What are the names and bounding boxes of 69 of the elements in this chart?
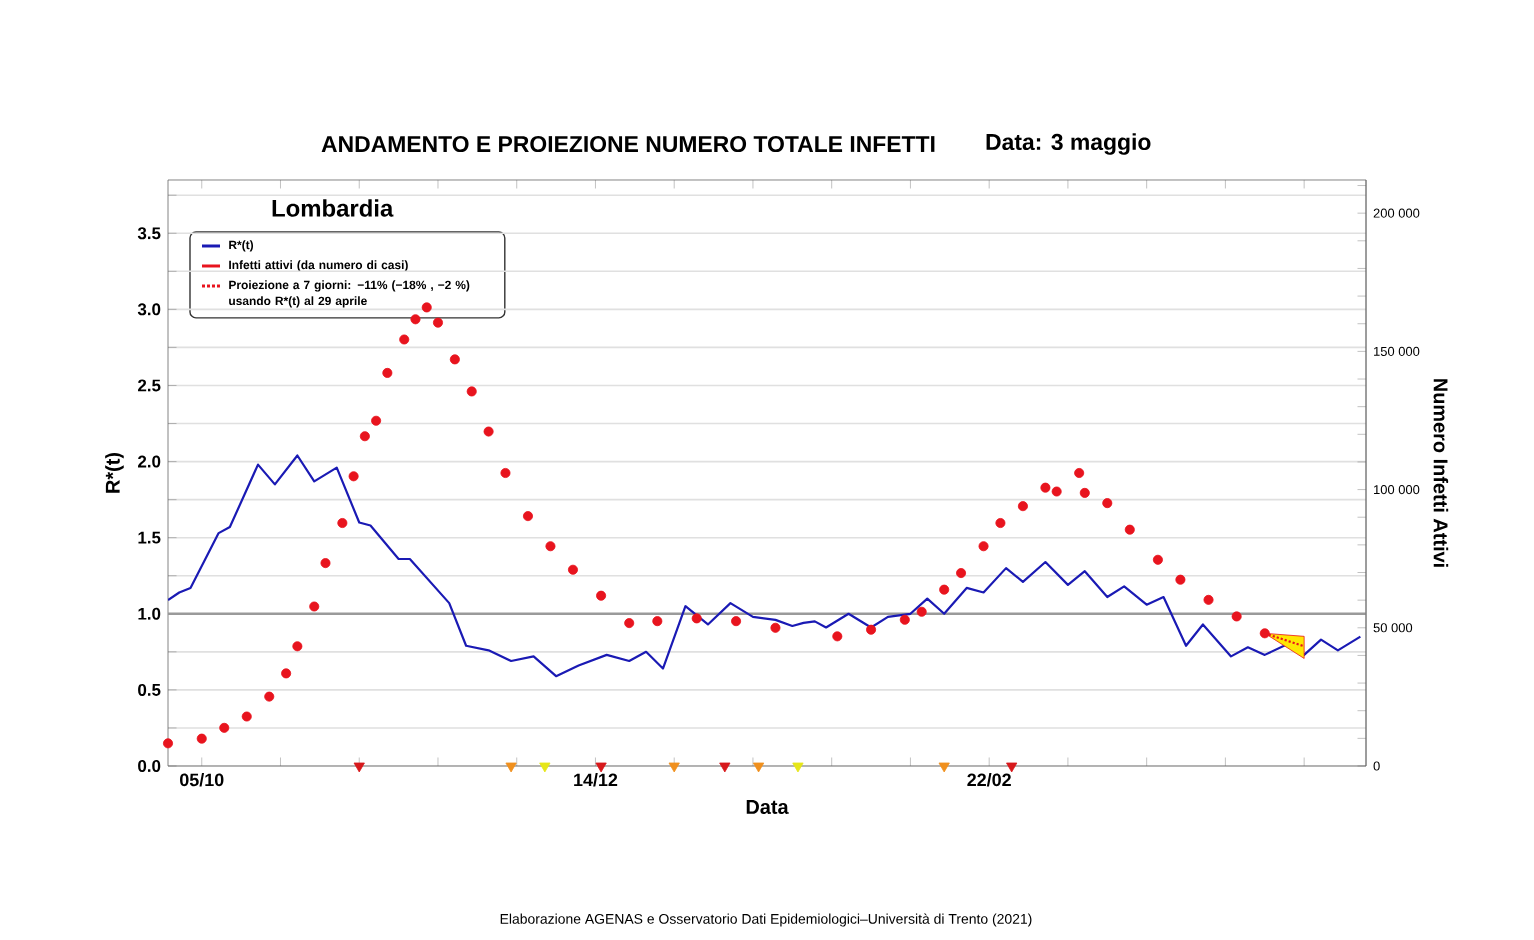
chart-subtitle: Data: 3 maggio: [986, 133, 1151, 155]
point: [219, 722, 230, 733]
y-tick-label: 0.5: [138, 683, 161, 696]
chart-title: ANDAMENTO E PROIEZIONE NUMERO TOTALE INFETTI: [321, 135, 935, 153]
point: [1124, 524, 1135, 535]
annotation: Lombardia: [272, 199, 394, 217]
y-tick-label: 3.0: [137, 303, 161, 316]
x-axis-title: Data: [746, 800, 789, 814]
point: [916, 606, 927, 617]
x-tick-label: 22/02: [967, 773, 1011, 787]
point: [1259, 628, 1270, 639]
point: [163, 738, 173, 749]
point: [770, 622, 781, 633]
point: [691, 613, 702, 624]
point: [899, 614, 910, 625]
point: [292, 641, 303, 652]
point: [995, 518, 1006, 529]
point: [449, 354, 460, 365]
y-axis-title: R*(t): [105, 452, 124, 493]
point: [371, 415, 382, 426]
point: [731, 616, 742, 627]
point: [348, 471, 359, 482]
point: [1231, 611, 1242, 622]
point: [410, 314, 421, 325]
point: [978, 541, 989, 552]
point: [320, 558, 331, 569]
point: [866, 624, 877, 635]
point: [196, 733, 207, 744]
point: [483, 426, 494, 437]
y2-axis-title: Numero Infetti Attivi: [1433, 379, 1449, 567]
point: [1079, 487, 1090, 498]
point: [359, 431, 370, 442]
point: [500, 468, 511, 478]
point: [1017, 501, 1028, 512]
point: [1203, 594, 1214, 605]
y-tick-label: 1.5: [138, 531, 161, 544]
point: [382, 367, 393, 378]
point: [264, 691, 275, 702]
point: [939, 584, 950, 595]
point: [281, 668, 292, 679]
point: [421, 302, 432, 313]
point: [1102, 498, 1113, 509]
y-tick-label: 0.0: [138, 760, 161, 772]
point: [337, 518, 348, 529]
point: [832, 631, 843, 642]
y-tick-label: 3.5: [137, 227, 161, 240]
point: [567, 564, 578, 575]
x-tick-label: 05/10: [180, 773, 224, 787]
point: [1040, 482, 1051, 493]
point: [522, 511, 533, 522]
point: [652, 616, 663, 627]
point: [1152, 554, 1163, 565]
point: [1051, 486, 1062, 497]
point: [956, 568, 967, 579]
point: [466, 386, 477, 397]
y-tick-label: 2.0: [138, 455, 161, 468]
point: [596, 590, 607, 601]
x-tick-label: 14/12: [574, 773, 618, 787]
point: [399, 334, 410, 345]
point: [545, 541, 556, 552]
line-series: [168, 454, 1362, 678]
y-tick-label: 1.0: [138, 607, 161, 620]
y-tick-label: 2.5: [138, 379, 161, 392]
point: [1074, 468, 1085, 478]
point: [241, 711, 252, 722]
point: [432, 317, 443, 328]
point: [624, 618, 635, 629]
point: [309, 601, 320, 612]
point: [1175, 574, 1186, 585]
